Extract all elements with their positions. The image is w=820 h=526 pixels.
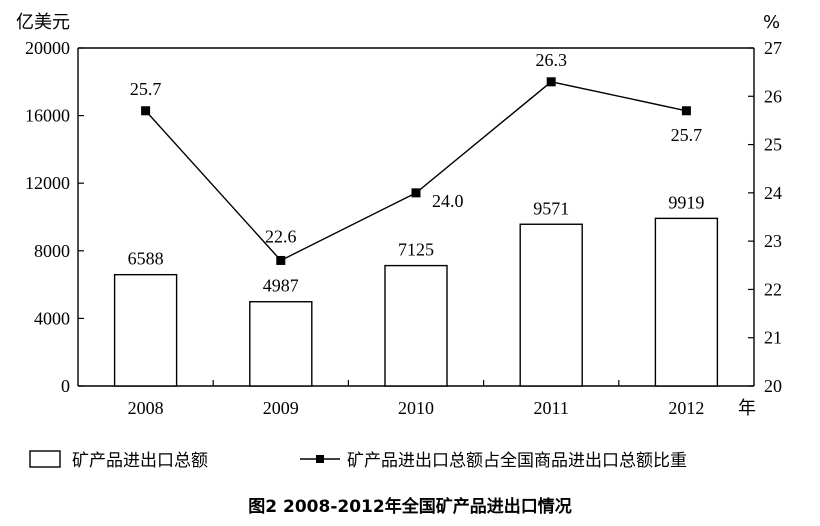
ratio-point-marker <box>681 106 691 116</box>
x-axis-tick-label: 2009 <box>263 398 299 418</box>
ratio-point-label: 26.3 <box>535 50 567 70</box>
x-axis-tick-label: 2012 <box>668 398 704 418</box>
bar <box>113 273 178 387</box>
ratio-point-label: 22.6 <box>265 226 297 246</box>
right-axis-tick-label: 26 <box>764 86 782 106</box>
right-axis-tick-label: 24 <box>764 183 782 203</box>
legend-line-marker <box>316 455 324 463</box>
left-axis-tick-label: 20000 <box>25 38 70 58</box>
bar-value-label: 6588 <box>128 249 164 269</box>
right-axis-tick-label: 25 <box>764 135 782 155</box>
bar <box>654 217 719 387</box>
right-axis-tick-label: 20 <box>764 376 782 396</box>
ratio-line <box>145 81 687 262</box>
right-axis-tick-label: 27 <box>764 38 782 58</box>
right-axis-tick-label: 22 <box>764 279 782 299</box>
ratio-point-label: 25.7 <box>130 79 162 99</box>
bar <box>249 301 313 387</box>
ratio-point-marker <box>411 188 421 198</box>
left-axis-tick-label: 4000 <box>34 308 70 328</box>
x-axis-tick-label: 2010 <box>398 398 434 418</box>
axis-ticks: 0 4000 8000 12000 16000 20000 20 21 22 23 24 25 26 27… <box>25 38 782 418</box>
line-series: 25.7 22.6 24.0 26.3 25.7 <box>130 50 702 265</box>
ratio-point-label: 25.7 <box>671 125 703 145</box>
legend-bar-label: 矿产品进出口总额 <box>72 451 208 471</box>
legend-line-label: 矿产品进出口总额占全国商品进出口总额比重 <box>347 451 687 471</box>
right-axis-tick-label: 21 <box>764 328 782 348</box>
bar-value-label: 9919 <box>668 192 704 212</box>
left-axis-unit: 亿美元 <box>16 12 70 33</box>
bar <box>384 264 448 387</box>
bar-series: 6588 4987 7125 9571 9919 <box>113 192 719 387</box>
bar-value-label: 9571 <box>533 198 569 218</box>
right-axis-tick-label: 23 <box>764 231 782 251</box>
legend-bar-swatch <box>29 450 61 468</box>
x-axis-tick-label: 2011 <box>534 398 569 418</box>
left-axis-tick-label: 0 <box>61 376 70 396</box>
bar-value-label: 4987 <box>263 276 299 296</box>
x-axis-tick-label: 2008 <box>128 398 164 418</box>
ratio-point-marker <box>276 255 286 265</box>
left-axis-tick-label: 16000 <box>25 106 70 126</box>
chart-title: 图2 2008-2012年全国矿产品进出口情况 <box>248 496 571 517</box>
left-axis-tick-label: 12000 <box>25 173 70 193</box>
ratio-point-marker <box>141 106 151 116</box>
bar-value-label: 7125 <box>398 240 434 260</box>
bar <box>519 223 583 387</box>
ratio-point-marker <box>546 77 556 87</box>
legend: 矿产品进出口总额 矿产品进出口总额占全国商品进出口总额比重 <box>29 450 687 471</box>
x-axis-unit: 年 <box>738 398 756 419</box>
right-axis-unit: % <box>763 12 780 33</box>
left-axis-tick-label: 8000 <box>34 241 70 261</box>
ratio-point-label: 24.0 <box>432 191 464 211</box>
